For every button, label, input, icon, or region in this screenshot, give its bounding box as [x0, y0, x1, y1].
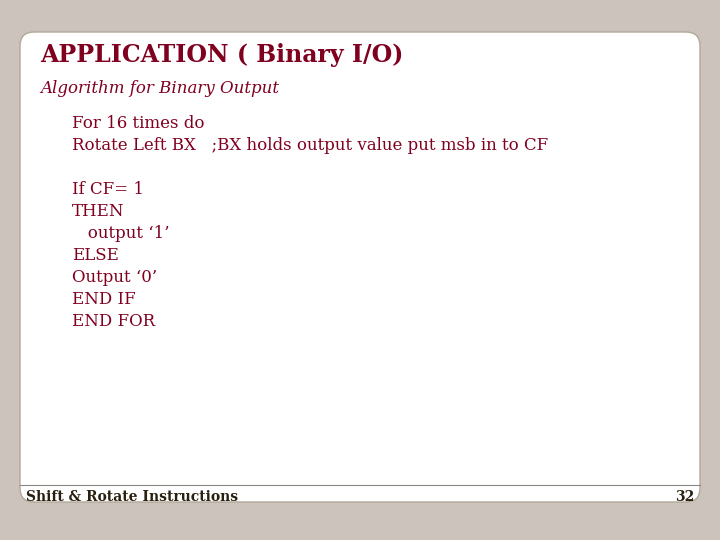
Text: For 16 times do: For 16 times do [72, 115, 204, 132]
Text: Output ‘0’: Output ‘0’ [72, 269, 157, 286]
Text: Shift & Rotate Instructions: Shift & Rotate Instructions [26, 490, 238, 504]
Text: END FOR: END FOR [72, 313, 155, 330]
Text: END IF: END IF [72, 291, 136, 308]
FancyBboxPatch shape [20, 32, 700, 502]
Text: APPLICATION ( Binary I/O): APPLICATION ( Binary I/O) [40, 43, 403, 67]
Text: If CF= 1: If CF= 1 [72, 181, 144, 198]
Text: output ‘1’: output ‘1’ [72, 225, 170, 242]
Text: Rotate Left BX   ;BX holds output value put msb in to CF: Rotate Left BX ;BX holds output value pu… [72, 137, 548, 154]
Text: ELSE: ELSE [72, 247, 119, 264]
Text: Algorithm for Binary Output: Algorithm for Binary Output [40, 80, 279, 97]
Text: 32: 32 [675, 490, 694, 504]
Text: THEN: THEN [72, 203, 125, 220]
